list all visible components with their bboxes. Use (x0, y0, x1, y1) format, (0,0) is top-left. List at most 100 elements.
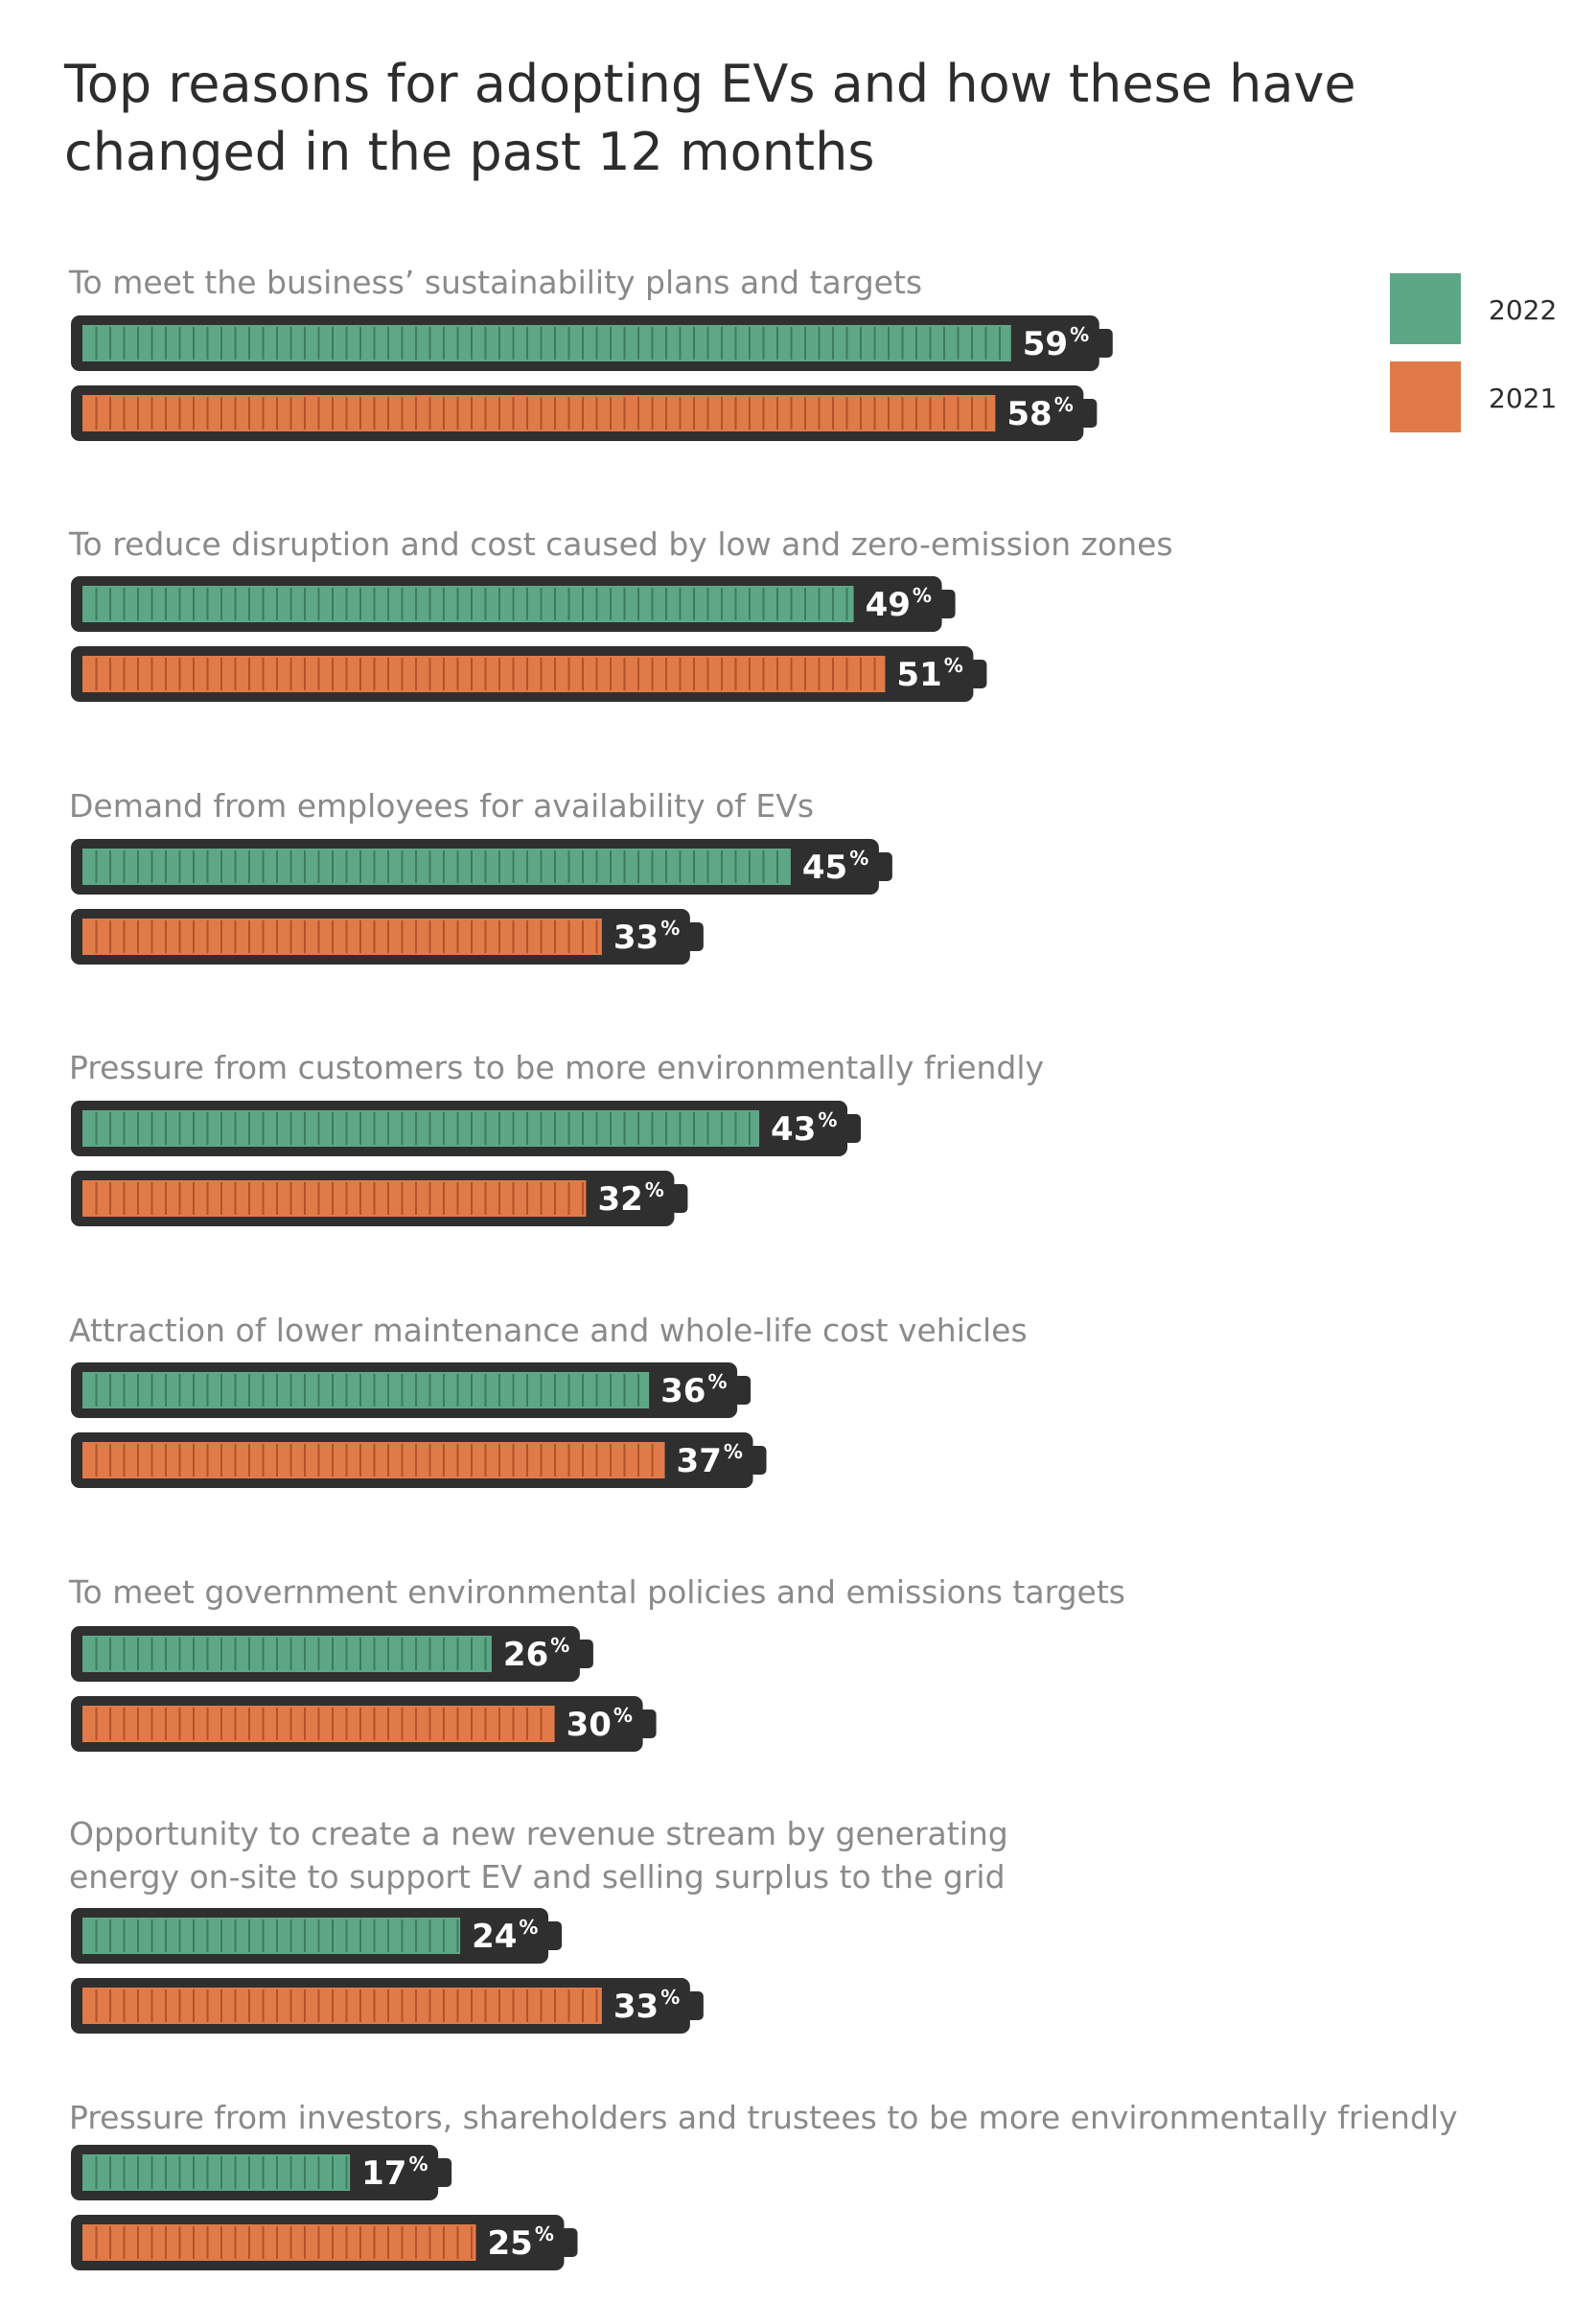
value-unit: % (1070, 323, 1089, 346)
bar-terminal (685, 922, 704, 951)
bar-2021: 25% (71, 2215, 578, 2270)
value-unit: % (660, 1986, 680, 2009)
bar-terminal (1079, 399, 1098, 428)
bar-2021: 30% (71, 1696, 657, 1752)
bar-2022: 49% (71, 576, 956, 632)
value-unit: % (944, 654, 963, 677)
bar-fill (82, 325, 1011, 361)
value-unit: % (550, 1634, 569, 1657)
bar-group-2: To reduce disruption and cost caused by … (68, 525, 1173, 702)
value-label: 51 (896, 656, 941, 694)
value-unit: % (707, 1370, 727, 1393)
value-label: 37 (677, 1442, 722, 1480)
value-label: 45 (802, 849, 847, 887)
value-label: 59 (1023, 325, 1068, 363)
value-unit: % (1054, 393, 1074, 416)
bar-terminal (937, 590, 956, 618)
chart-title-line-1: Top reasons for adopting EVs and how the… (63, 54, 1356, 114)
bar-fill (82, 1918, 461, 1954)
value-label: 33 (613, 1988, 659, 2026)
category-label: energy on-site to support EV and selling… (69, 1858, 1006, 1896)
bar-segments (95, 658, 876, 690)
bar-segments (95, 397, 987, 430)
bar-2021: 37% (71, 1432, 767, 1488)
category-label: To meet the business’ sustainability pla… (68, 264, 922, 301)
bar-groups: To meet the business’ sustainability pla… (68, 264, 1458, 2270)
bar-segments (95, 327, 1001, 360)
bar-segments (95, 2156, 348, 2189)
bar-segments (95, 588, 848, 620)
category-label: To meet government environmental policie… (68, 1573, 1125, 1611)
value-label: 36 (660, 1372, 705, 1410)
bar-segments (95, 1182, 584, 1215)
bar-group-6: To meet government environmental policie… (68, 1573, 1125, 1752)
bar-2022: 59% (71, 315, 1113, 371)
bar-terminal (749, 1446, 767, 1475)
bar-fill (82, 656, 886, 692)
chart-title-line-2: changed in the past 12 months (64, 122, 874, 182)
bar-fill (82, 395, 996, 431)
bar-fill (82, 1636, 492, 1672)
bar-segments (95, 850, 778, 883)
bar-segments (95, 1374, 639, 1407)
bar-terminal (685, 1991, 704, 2020)
value-label: 25 (488, 2224, 533, 2263)
value-unit: % (913, 584, 932, 607)
bar-fill (82, 1180, 587, 1217)
category-label: Pressure from investors, shareholders an… (69, 2099, 1458, 2136)
value-label: 24 (472, 1918, 517, 1956)
value-label: 43 (771, 1110, 816, 1149)
bar-group-1: To meet the business’ sustainability pla… (68, 264, 1113, 441)
bar-2022: 26% (71, 1626, 593, 1682)
bar-group-8: Pressure from investors, shareholders an… (69, 2099, 1458, 2270)
value-unit: % (535, 2222, 554, 2245)
value-unit: % (408, 2152, 428, 2175)
legend-swatch-2022 (1390, 273, 1461, 344)
bar-segments (95, 1112, 751, 1145)
bar-2021: 32% (71, 1171, 688, 1226)
bar-group-5: Attraction of lower maintenance and whol… (69, 1312, 1028, 1488)
bar-segments (95, 1708, 543, 1740)
bar-terminal (560, 2228, 578, 2257)
bar-fill (82, 2224, 476, 2261)
value-label: 26 (503, 1636, 548, 1674)
bar-terminal (874, 852, 892, 881)
bar-group-3: Demand from employees for availability o… (69, 787, 892, 965)
value-unit: % (818, 1108, 837, 1131)
bar-segments (95, 1638, 487, 1670)
bar-fill (82, 1110, 760, 1147)
bar-2022: 36% (71, 1362, 752, 1418)
bar-fill (82, 2154, 351, 2191)
bar-2022: 43% (71, 1101, 862, 1156)
bar-terminal (670, 1184, 688, 1213)
bar-terminal (575, 1640, 593, 1668)
bar-group-7: Opportunity to create a new revenue stre… (69, 1815, 1008, 2034)
category-label: Attraction of lower maintenance and whol… (69, 1312, 1028, 1349)
bar-2022: 17% (71, 2145, 452, 2200)
value-label: 30 (567, 1706, 612, 1744)
value-unit: % (645, 1178, 664, 1201)
legend: 2022 2021 (1390, 273, 1557, 432)
bar-segments (95, 1444, 654, 1477)
value-label: 33 (613, 919, 659, 957)
value-unit: % (724, 1440, 743, 1463)
bar-terminal (969, 660, 987, 688)
bar-segments (95, 1919, 459, 1952)
value-unit: % (613, 1704, 633, 1727)
bar-2021: 33% (71, 909, 704, 965)
chart-title: Top reasons for adopting EVs and how the… (63, 54, 1356, 182)
value-label: 32 (597, 1180, 642, 1219)
bar-terminal (434, 2158, 452, 2187)
category-label: Demand from employees for availability o… (69, 787, 814, 825)
bar-fill (82, 919, 602, 955)
bar-2022: 45% (71, 839, 892, 895)
bar-segments (95, 1989, 598, 2022)
bar-group-4: Pressure from customers to be more envir… (69, 1049, 1044, 1226)
bar-segments (95, 920, 598, 953)
bar-2021: 58% (71, 385, 1098, 441)
bar-terminal (544, 1921, 563, 1950)
category-label: Pressure from customers to be more envir… (69, 1049, 1044, 1086)
value-unit: % (660, 917, 680, 940)
value-unit: % (849, 847, 868, 870)
